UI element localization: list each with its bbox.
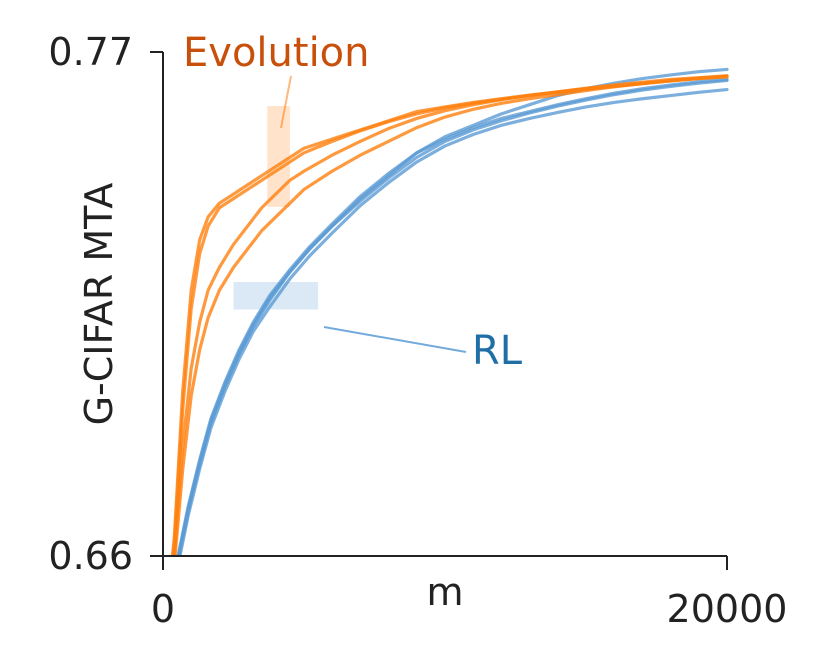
- x-axis-label: m: [426, 570, 463, 614]
- rl-run-line-1: [177, 77, 729, 556]
- evolution-run-line-3: [172, 74, 729, 556]
- evolution-run-line-1: [170, 74, 729, 556]
- evolution-run-line-2: [171, 75, 729, 556]
- evolution-series-label: Evolution: [183, 30, 370, 76]
- rl-run-line-3: [178, 87, 729, 556]
- annotation-bands: [233, 106, 319, 310]
- y-axis-label: G-CIFAR MTA: [77, 183, 121, 426]
- series-lines: [170, 67, 729, 556]
- evolution-run-line-4: [173, 75, 729, 556]
- rl-leader-line: [323, 326, 467, 353]
- x-tick-label-right: 20000: [667, 587, 788, 631]
- x-tick-label-left: 0: [151, 587, 175, 631]
- y-tick-label-bottom: 0.66: [48, 534, 133, 578]
- rl-run-line-4: [176, 78, 729, 556]
- y-tick-label-top: 0.77: [48, 30, 133, 74]
- rl-run-line-2: [176, 67, 729, 556]
- evolution-annotation-band: [267, 106, 290, 207]
- rl-series-label: RL: [472, 328, 523, 374]
- evolution-leader-line: [280, 75, 292, 129]
